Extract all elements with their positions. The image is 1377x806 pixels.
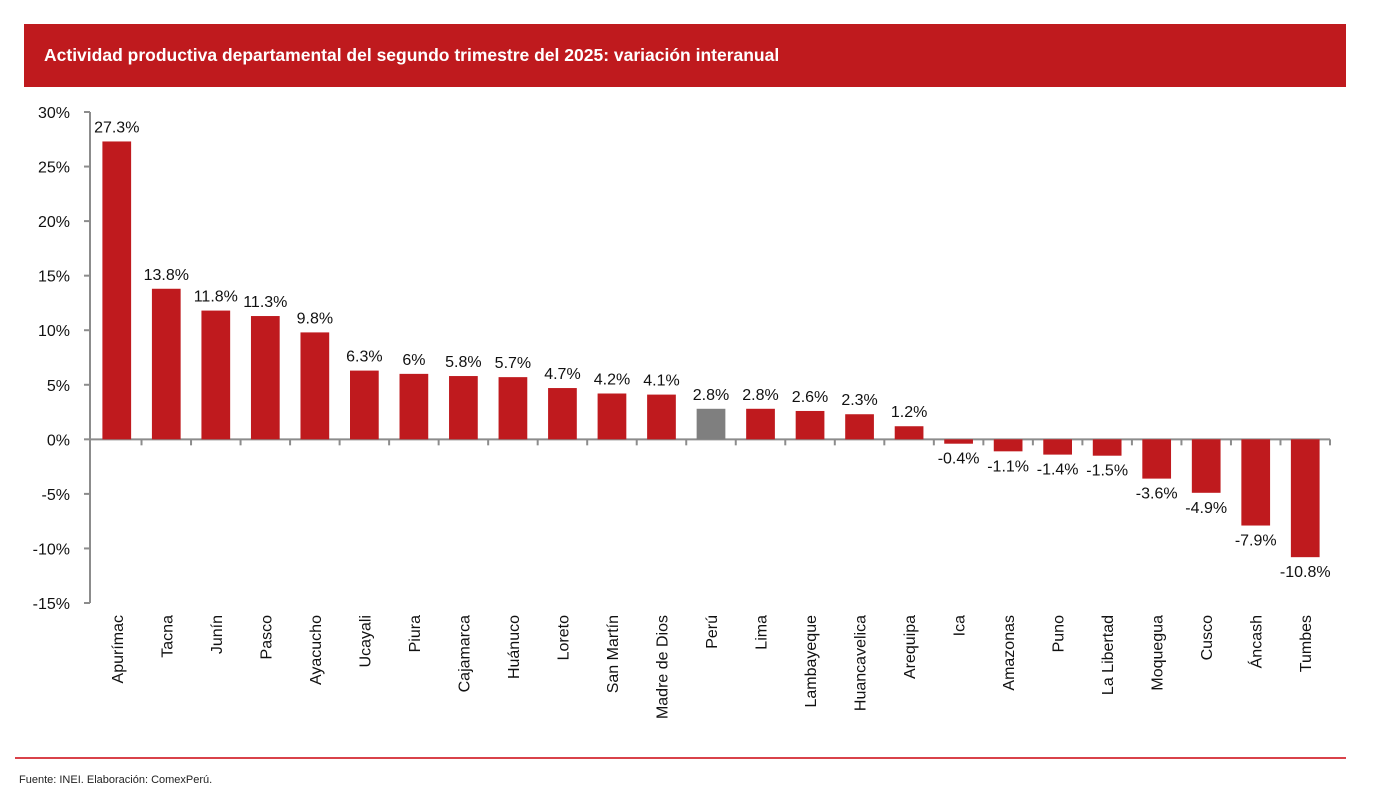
x-tick-label: Huancavelica — [853, 615, 870, 711]
data-label: -4.9% — [1185, 500, 1227, 517]
x-tick-label: Tacna — [159, 615, 176, 658]
data-label: 2.6% — [792, 389, 828, 406]
x-tick-label: Arequipa — [902, 615, 919, 679]
y-tick-label: 15% — [38, 269, 70, 286]
bar-ica — [944, 439, 973, 444]
data-label: -7.9% — [1235, 533, 1277, 550]
source-note: Fuente: INEI. Elaboración: ComexPerú. — [19, 774, 213, 786]
bar-junín — [201, 310, 231, 440]
y-tick-label: 10% — [38, 323, 70, 340]
bar-puno — [1043, 439, 1073, 455]
bar-cajamarca — [449, 376, 478, 440]
data-label: 5.8% — [445, 354, 481, 371]
x-tick-label: Loreto — [555, 615, 572, 660]
x-tick-label: Lima — [754, 615, 771, 650]
x-tick-label: Junín — [209, 615, 226, 654]
data-label: -3.6% — [1136, 486, 1178, 503]
data-label: 4.2% — [594, 372, 630, 389]
bar-la-libertad — [1092, 439, 1122, 456]
bar-apurímac — [102, 141, 132, 440]
bar-huánuco — [498, 377, 528, 440]
data-label: 2.3% — [841, 392, 877, 409]
x-tick-label: La Libertad — [1100, 615, 1117, 695]
y-tick-label: 30% — [38, 105, 70, 122]
chart-header: Actividad productiva departamental del s… — [24, 24, 1346, 87]
x-tick-label: Madre de Dios — [654, 615, 671, 719]
x-tick-label: Ica — [952, 615, 969, 636]
chart-title: Actividad productiva departamental del s… — [44, 45, 780, 65]
x-tick-label: Áncash — [1247, 615, 1266, 668]
x-tick-label: Amazonas — [1001, 615, 1018, 691]
y-tick-label: 20% — [38, 214, 70, 231]
bar-piura — [399, 373, 429, 440]
y-tick-label: 5% — [47, 378, 70, 395]
data-label: 13.8% — [144, 267, 189, 284]
data-label: 5.7% — [495, 355, 531, 372]
bar-tacna — [151, 288, 181, 440]
data-label: 4.1% — [643, 373, 679, 390]
y-tick-label: 0% — [47, 432, 70, 449]
data-label: 4.7% — [544, 366, 580, 383]
data-label: -1.1% — [987, 458, 1029, 475]
y-tick-label: -10% — [33, 541, 70, 558]
data-label: 1.2% — [891, 404, 927, 421]
bar-huancavelica — [845, 414, 874, 440]
x-tick-label: Cusco — [1199, 615, 1216, 660]
x-tick-label: Cajamarca — [456, 615, 473, 692]
bar-tumbes — [1290, 439, 1320, 558]
bar-áncash — [1241, 439, 1271, 526]
x-tick-label: Tumbes — [1298, 615, 1315, 672]
x-tick-label: Piura — [407, 615, 424, 652]
x-tick-label: Ucayali — [357, 615, 374, 667]
x-tick-label: Perú — [704, 615, 721, 649]
x-tick-label: Lambayeque — [803, 615, 820, 708]
bar-ucayali — [349, 370, 379, 440]
bar-ayacucho — [300, 332, 330, 440]
x-tick-label: Ayacucho — [308, 615, 325, 685]
data-label: -1.5% — [1086, 463, 1128, 480]
data-label: -1.4% — [1037, 462, 1079, 479]
x-tick-label: San Martín — [605, 615, 622, 693]
bar-pasco — [250, 316, 280, 440]
data-label: 6% — [402, 352, 425, 369]
y-tick-label: 25% — [38, 160, 70, 177]
bar-perú — [696, 408, 726, 440]
x-tick-label: Apurímac — [110, 615, 127, 683]
data-label: 2.8% — [742, 387, 778, 404]
y-tick-label: -5% — [42, 487, 70, 504]
x-tick-label: Huánuco — [506, 615, 523, 679]
data-label: 6.3% — [346, 349, 382, 366]
bar-moquegua — [1142, 439, 1172, 479]
bar-lima — [746, 408, 775, 440]
bar-loreto — [548, 388, 577, 440]
data-label: -0.4% — [938, 451, 980, 468]
x-tick-label: Pasco — [258, 615, 275, 660]
bar-madre-de-dios — [647, 394, 676, 440]
data-label: -10.8% — [1280, 564, 1331, 581]
x-tick-label: Moquegua — [1150, 615, 1167, 691]
bar-amazonas — [993, 439, 1023, 452]
bar-arequipa — [894, 426, 924, 440]
data-label: 11.3% — [243, 294, 287, 311]
data-label: 27.3% — [94, 119, 139, 136]
footer-divider — [15, 757, 1346, 759]
data-label: 11.8% — [194, 289, 238, 306]
data-label: 9.8% — [297, 310, 333, 327]
bar-cusco — [1191, 439, 1221, 493]
bar-san-martín — [597, 393, 627, 440]
x-tick-label: Puno — [1051, 615, 1068, 652]
data-label: 2.8% — [693, 387, 729, 404]
y-tick-label: -15% — [33, 596, 70, 613]
bar-lambayeque — [795, 410, 825, 440]
